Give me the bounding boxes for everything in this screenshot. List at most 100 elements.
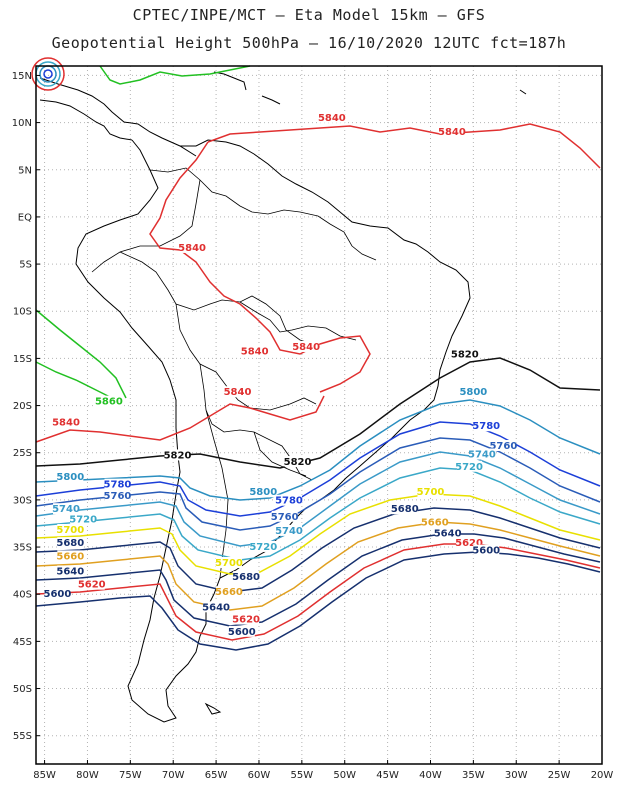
contour-label-bg (104, 490, 131, 502)
contour-5840-amazon (149, 141, 371, 393)
contour-label-bg (468, 448, 495, 460)
contour-labels: 5840 5840 5840 5840 5840 5840 5840 5860 5820 5820… (44, 111, 517, 638)
lon-tick-label: 65W (205, 770, 228, 781)
lat-lon-grid (36, 66, 603, 764)
contour-label-bg (473, 544, 500, 556)
contour-5840-south (35, 395, 325, 443)
contour-label: 5620 (78, 580, 106, 591)
lon-tick-label: 30W (505, 770, 528, 781)
contour-5600 (35, 551, 601, 651)
chart-title-line-1: CPTEC/INPE/MCT – Eta Model 15km – GFS (132, 6, 486, 24)
contour-label: 5640 (434, 529, 462, 540)
contour-label: 5640 (202, 602, 230, 613)
contour-5720 (35, 467, 601, 561)
contour-label: 5760 (271, 512, 299, 523)
height-contours (31, 57, 601, 651)
contour-label: 5780 (104, 480, 132, 491)
contour-label: 5840 (178, 243, 206, 254)
lon-tick-label: 85W (33, 770, 56, 781)
contour-label-bg (421, 516, 448, 528)
caribbean-islands (213, 71, 527, 105)
contour-5820 (35, 357, 601, 469)
contour-label-bg (438, 125, 465, 137)
axis-tick-labels: 15N 10N 5N EQ 5S 10S 15S 20S 25S 30S 35S 40S 45S 50S 5… (12, 71, 614, 781)
contour-label-bg (70, 513, 97, 525)
contour-5860-pacific (35, 309, 127, 399)
contour-label: 5840 (318, 113, 346, 124)
contour-label: 5700 (56, 525, 84, 536)
lon-tick-label: 40W (419, 770, 442, 781)
contour-label: 5780 (275, 496, 303, 507)
contour-label: 5620 (455, 538, 483, 549)
lon-tick-label: 35W (462, 770, 485, 781)
contour-label-bg (233, 613, 260, 625)
contour-label-bg (44, 588, 71, 600)
contour-label-bg (250, 540, 277, 552)
contour-label-bg (417, 486, 444, 498)
lat-tick-label: 10S (13, 307, 32, 318)
contour-label-bg (456, 537, 483, 549)
contour-label: 5600 (228, 627, 256, 638)
contour-label-bg (57, 550, 84, 562)
contour-label-bg (473, 420, 500, 432)
contour-label: 5740 (468, 450, 496, 461)
contour-label: 5760 (489, 441, 517, 452)
low-center-marker (31, 57, 65, 91)
contour-label-bg (215, 586, 242, 598)
contour-label-bg (57, 565, 84, 577)
contour-label: 5840 (292, 342, 320, 353)
contour-5680 (35, 507, 601, 593)
contour-label: 5820 (284, 457, 312, 468)
contour-5660 (35, 521, 601, 611)
contour-label-bg (179, 241, 206, 253)
contour-label: 5700 (417, 487, 445, 498)
contour-label-bg (391, 503, 418, 515)
lat-tick-label: 5S (19, 260, 32, 271)
lon-tick-label: 20W (591, 770, 614, 781)
lon-tick-label: 60W (248, 770, 271, 781)
lat-tick-label: EQ (18, 212, 32, 223)
contour-label-bg (318, 111, 345, 123)
contour-label: 5620 (232, 615, 260, 626)
contour-label-bg (224, 386, 251, 398)
contour-label-bg (271, 510, 298, 522)
contour-label: 5640 (56, 566, 84, 577)
contour-label-bg (275, 494, 302, 506)
contour-label-bg (275, 524, 302, 536)
contour-label-bg (53, 503, 80, 515)
lat-tick-label: 40S (13, 590, 32, 601)
contour-label: 5840 (438, 127, 466, 138)
contour-label-bg (228, 625, 255, 637)
contour-label: 5800 (459, 387, 487, 398)
lat-tick-label: 45S (13, 637, 32, 648)
south-atlantic-islands (204, 702, 222, 715)
lat-tick-label: 25S (13, 448, 32, 459)
contour-label-bg (490, 440, 517, 452)
contour-label-bg (78, 578, 105, 590)
contour-label-bg (53, 416, 80, 428)
contour-label: 5600 (44, 589, 72, 600)
contour-label-bg (241, 345, 268, 357)
contour-label: 5800 (249, 487, 277, 498)
lat-tick-label: 55S (13, 731, 32, 742)
lat-tick-label: 15N (12, 71, 32, 82)
lat-tick-label: 15S (13, 354, 32, 365)
contour-label: 5760 (104, 491, 132, 502)
contour-label-bg (284, 456, 311, 468)
contour-label: 5680 (56, 538, 84, 549)
map-frame (35, 65, 603, 765)
lon-tick-label: 55W (291, 770, 314, 781)
central-america-pacific-coast (39, 99, 133, 141)
lon-tick-label: 45W (376, 770, 399, 781)
contour-label: 5840 (52, 417, 80, 428)
contour-label: 5700 (215, 558, 243, 569)
contour-label-bg (164, 449, 191, 461)
contour-5800 (35, 399, 601, 501)
central-america-coast (39, 77, 197, 157)
contour-label: 5740 (275, 526, 303, 537)
contour-label-bg (95, 395, 122, 407)
contour-label: 5680 (232, 572, 260, 583)
lat-tick-label: 50S (13, 684, 32, 695)
contour-label: 5660 (56, 551, 84, 562)
